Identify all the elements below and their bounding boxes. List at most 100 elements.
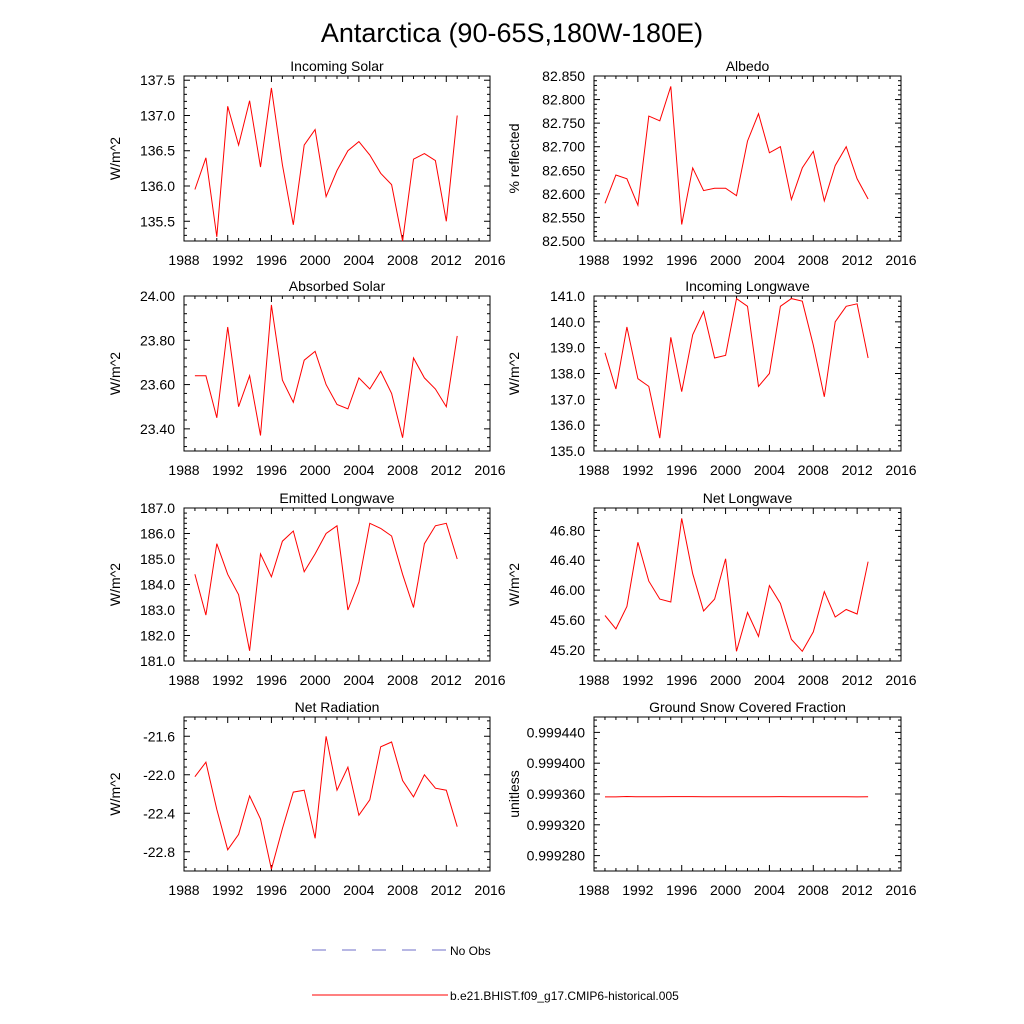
x-tick-label: 2008 xyxy=(387,672,418,688)
panel-incoming-longwave: Incoming Longwave 1988 1992 1996 2000 2004 200… xyxy=(506,278,917,478)
x-tick-label: 1988 xyxy=(168,252,199,268)
panel-net-longwave: Net Longwave 1988 1992 1996 2000 2004 2008 2012… xyxy=(506,490,917,688)
x-tick-label: 2012 xyxy=(431,672,462,688)
x-tick-label: 1992 xyxy=(212,462,243,478)
x-tick-label: 2016 xyxy=(885,252,916,268)
panel-title: Ground Snow Covered Fraction xyxy=(649,699,846,715)
panel-title: Incoming Solar xyxy=(290,58,384,74)
y-tick-label: 141.0 xyxy=(550,288,585,304)
y-tick-label: 138.0 xyxy=(550,366,585,382)
y-tick-label: 82.800 xyxy=(542,92,585,108)
x-tick-label: 1988 xyxy=(578,252,609,268)
x-tick-label: 1996 xyxy=(256,672,287,688)
y-axis-label: W/m^2 xyxy=(107,137,123,180)
x-tick-label: 1988 xyxy=(168,882,199,898)
y-tick-label: 82.550 xyxy=(542,209,585,225)
y-tick-label: -22.8 xyxy=(143,844,175,860)
x-tick-label: 2004 xyxy=(754,252,785,268)
y-tick-label: 137.0 xyxy=(140,107,175,123)
x-tick-label: 2012 xyxy=(842,252,873,268)
panel-absorbed-solar: Absorbed Solar 1988 1992 1996 2000 2004 2008 20… xyxy=(107,278,506,478)
x-tick-label: 2004 xyxy=(343,252,374,268)
plot-frame xyxy=(183,295,491,452)
x-tick-label: 2004 xyxy=(343,462,374,478)
plot-frame xyxy=(183,716,491,872)
x-tick-label: 1992 xyxy=(622,672,653,688)
legend-label-no-obs: No Obs xyxy=(450,944,491,958)
y-tick-label: 182.0 xyxy=(140,628,175,644)
x-tick-label: 2000 xyxy=(710,672,741,688)
y-tick-label: 0.999440 xyxy=(527,724,586,740)
panel-title: Net Longwave xyxy=(703,490,793,506)
x-tick-label: 2016 xyxy=(885,672,916,688)
x-tick-label: 2016 xyxy=(885,882,916,898)
y-tick-label: 139.0 xyxy=(550,340,585,356)
x-tick-label: 1988 xyxy=(578,882,609,898)
x-tick-label: 2004 xyxy=(343,672,374,688)
series-line-incoming-solar xyxy=(194,87,458,242)
x-tick-label: 1992 xyxy=(622,882,653,898)
y-axis-label: W/m^2 xyxy=(506,352,522,395)
panel-title: Albedo xyxy=(726,58,770,74)
x-tick-label: 2000 xyxy=(300,882,331,898)
series-line-net-longwave xyxy=(604,518,869,653)
y-tick-label: 136.0 xyxy=(140,178,175,194)
y-tick-label: 46.80 xyxy=(550,522,585,538)
x-tick-label: 2004 xyxy=(343,882,374,898)
series-line-incoming-longwave xyxy=(604,297,869,439)
x-tick-label: 2016 xyxy=(474,882,505,898)
y-tick-label: 82.750 xyxy=(542,115,585,131)
y-axis-label: W/m^2 xyxy=(107,352,123,395)
panel-ground-snow-covered-fraction: Ground Snow Covered Fraction 1988 1992 1996… xyxy=(506,699,917,898)
y-axis-label: unitless xyxy=(506,770,522,817)
panel-title: Net Radiation xyxy=(295,699,380,715)
x-tick-label: 2000 xyxy=(300,462,331,478)
panel-net-radiation: Net Radiation 1988 1992 1996 2000 2004 2008 201… xyxy=(107,699,506,898)
x-tick-label: 2008 xyxy=(387,462,418,478)
y-tick-label: 185.0 xyxy=(140,551,175,567)
x-tick-label: 2008 xyxy=(798,462,829,478)
x-tick-label: 1988 xyxy=(578,672,609,688)
panel-emitted-longwave: Emitted Longwave 1988 1992 1996 2000 2004 2008… xyxy=(107,490,506,688)
x-tick-label: 2008 xyxy=(798,882,829,898)
y-tick-label: 186.0 xyxy=(140,526,175,542)
x-tick-label: 2008 xyxy=(798,252,829,268)
y-tick-label: 137.5 xyxy=(140,72,175,88)
x-tick-label: 1996 xyxy=(666,882,697,898)
series-line-emitted-longwave xyxy=(194,522,458,651)
plot-frame xyxy=(183,75,491,242)
x-tick-label: 1996 xyxy=(256,882,287,898)
y-tick-label: 187.0 xyxy=(140,500,175,516)
x-tick-label: 2004 xyxy=(754,462,785,478)
x-tick-label: 2016 xyxy=(885,462,916,478)
legend: No Obs b.e21.BHIST.f09_g17.CMIP6-histori… xyxy=(312,944,679,1003)
x-tick-label: 2012 xyxy=(431,252,462,268)
x-tick-label: 1996 xyxy=(666,462,697,478)
x-tick-label: 2012 xyxy=(842,882,873,898)
x-tick-label: 2016 xyxy=(474,462,505,478)
y-tick-label: 45.20 xyxy=(550,642,585,658)
y-tick-label: 82.850 xyxy=(542,68,585,84)
panel-albedo: Albedo 1988 1992 1996 2000 2004 2008 2012 2016 82… xyxy=(506,58,917,268)
x-tick-label: 1992 xyxy=(212,672,243,688)
series-line-absorbed-solar xyxy=(194,304,458,438)
figure-title: Antarctica (90-65S,180W-180E) xyxy=(321,18,703,48)
panel-title: Emitted Longwave xyxy=(279,490,394,506)
x-tick-label: 1988 xyxy=(168,462,199,478)
y-tick-label: 136.0 xyxy=(550,417,585,433)
y-tick-label: 140.0 xyxy=(550,314,585,330)
y-tick-label: 24.00 xyxy=(140,288,175,304)
x-tick-label: 1992 xyxy=(212,882,243,898)
y-tick-label: 0.999280 xyxy=(527,848,586,864)
y-tick-label: 137.0 xyxy=(550,391,585,407)
x-tick-label: 1992 xyxy=(622,462,653,478)
x-tick-label: 1992 xyxy=(622,252,653,268)
y-tick-label: 46.40 xyxy=(550,552,585,568)
x-tick-label: 1996 xyxy=(666,672,697,688)
y-tick-label: 23.80 xyxy=(140,332,175,348)
plot-frame xyxy=(593,507,902,662)
x-tick-label: 2000 xyxy=(710,252,741,268)
x-tick-label: 2012 xyxy=(842,462,873,478)
y-tick-label: 135.5 xyxy=(140,213,175,229)
